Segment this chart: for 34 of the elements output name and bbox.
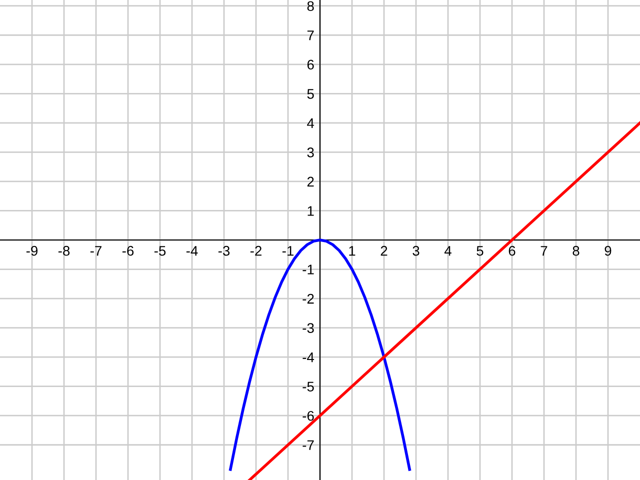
line-series xyxy=(229,238,411,471)
x-tick-label: -5 xyxy=(154,246,166,256)
x-tick-label: -6 xyxy=(122,246,134,256)
y-tick-label: 4 xyxy=(307,118,314,128)
y-tick-label: 3 xyxy=(307,148,314,158)
y-tick-label: 7 xyxy=(307,30,314,40)
x-tick-label: -7 xyxy=(90,246,102,256)
x-tick-label: -9 xyxy=(26,246,38,256)
x-tick-label: 9 xyxy=(604,246,612,256)
y-tick-label: -1 xyxy=(302,264,314,274)
y-tick-label: 8 xyxy=(307,1,314,12)
x-tick-label: 4 xyxy=(444,246,452,256)
x-tick-label: 7 xyxy=(540,246,548,256)
y-tick-label: -3 xyxy=(302,323,314,333)
x-tick-label: 5 xyxy=(476,246,484,256)
y-tick-label: -4 xyxy=(302,352,314,362)
x-tick-label: -1 xyxy=(282,246,294,256)
y-tick-label: 2 xyxy=(307,176,314,186)
x-tick-label: 6 xyxy=(508,246,516,256)
y-tick-label: -5 xyxy=(302,382,314,392)
y-tick-label: 6 xyxy=(307,60,314,70)
x-tick-label: 2 xyxy=(380,246,388,256)
x-tick-label: 3 xyxy=(412,246,420,256)
y-tick-label: 1 xyxy=(308,206,314,216)
x-tick-label: -2 xyxy=(250,246,262,256)
x-tick-label: 1 xyxy=(349,246,356,256)
x-tick-label: -8 xyxy=(58,246,70,256)
x-tick-label: -4 xyxy=(186,246,198,256)
y-tick-label: -2 xyxy=(302,294,314,304)
y-tick-label: -6 xyxy=(302,410,314,421)
y-tick-label: 5 xyxy=(307,89,314,99)
y-tick-label: -7 xyxy=(302,440,314,450)
x-tick-label: -3 xyxy=(218,246,230,256)
x-tick-label: 8 xyxy=(572,246,580,256)
